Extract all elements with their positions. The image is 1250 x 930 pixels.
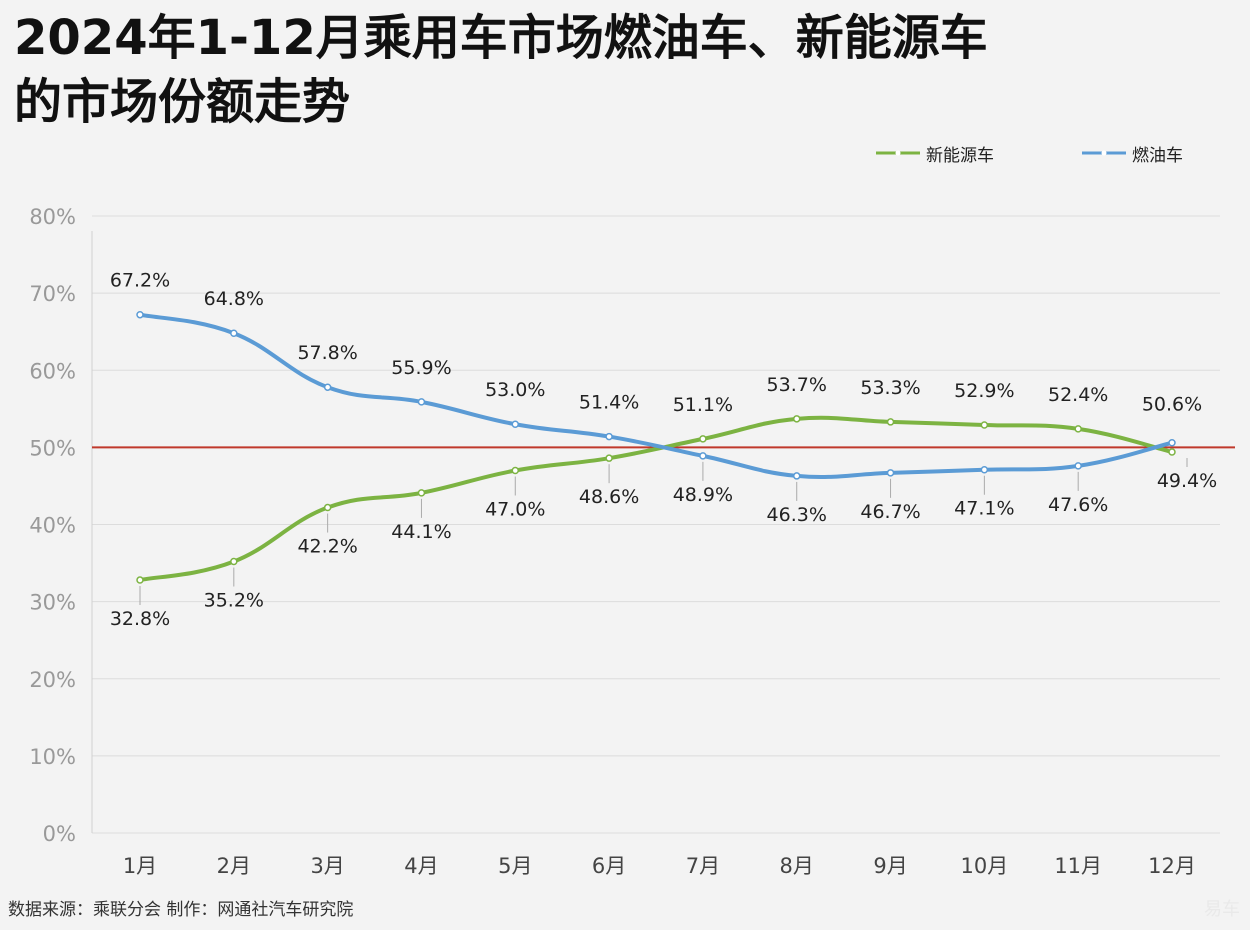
data-label-ice: 46.3%	[767, 504, 827, 526]
data-label-nev: 47.0%	[485, 499, 545, 521]
y-tick-label: 70%	[29, 282, 76, 306]
y-tick-label: 50%	[29, 436, 76, 460]
watermark: 易车	[1204, 899, 1240, 920]
data-point-nev	[230, 557, 238, 566]
y-tick-label: 10%	[29, 745, 76, 769]
data-label-nev: 32.8%	[110, 608, 170, 630]
data-label-nev: 51.1%	[673, 394, 733, 416]
data-label-nev: 35.2%	[204, 590, 264, 612]
data-point-ice	[605, 432, 613, 441]
data-point-ice	[980, 465, 989, 474]
x-tick-label: 4月	[404, 854, 438, 878]
x-tick-label: 10月	[960, 854, 1008, 878]
data-label-ice: 46.7%	[860, 501, 920, 523]
data-label-ice: 64.8%	[204, 288, 264, 310]
legend-item-nev: 新能源车	[876, 140, 994, 166]
x-tick-label: 2月	[217, 854, 251, 878]
data-point-nev	[1074, 425, 1082, 433]
y-tick-label: 60%	[29, 359, 76, 383]
data-point-nev	[136, 576, 144, 584]
data-point-ice	[792, 472, 801, 480]
y-tick-label: 80%	[29, 205, 76, 229]
data-point-nev	[886, 418, 895, 426]
data-point-ice	[136, 310, 144, 319]
x-tick-label: 7月	[686, 854, 720, 878]
data-label-ice: 47.6%	[1048, 494, 1108, 516]
x-tick-label: 11月	[1054, 854, 1102, 878]
data-point-ice	[511, 420, 520, 428]
data-point-ice	[1074, 462, 1082, 470]
data-point-ice	[886, 469, 895, 477]
data-label-nev: 42.2%	[297, 536, 357, 558]
data-label-ice: 57.8%	[297, 342, 357, 364]
data-label-ice: 48.9%	[673, 484, 733, 506]
legend-swatch-nev	[876, 150, 920, 156]
series-line-nev	[138, 415, 1174, 583]
data-point-ice	[699, 452, 707, 460]
data-point-nev	[605, 454, 613, 462]
data-point-ice	[1168, 438, 1176, 447]
y-tick-label: 20%	[29, 668, 76, 692]
data-point-ice	[417, 398, 426, 406]
x-tick-label: 1月	[123, 854, 157, 878]
legend-swatch-ice	[1082, 150, 1126, 156]
x-tick-label: 8月	[780, 854, 814, 878]
y-tick-label: 40%	[29, 514, 76, 538]
x-tick-label: 12月	[1148, 854, 1196, 878]
data-label-ice: 50.6%	[1142, 394, 1202, 416]
data-source-note: 数据来源：乘联分会 制作：网通社汽车研究院	[8, 900, 354, 920]
data-label-ice: 53.0%	[485, 379, 545, 401]
data-label-nev: 48.6%	[579, 486, 639, 508]
data-label-ice: 51.4%	[579, 392, 639, 414]
data-label-nev: 52.9%	[954, 380, 1014, 402]
x-tick-label: 9月	[873, 854, 907, 878]
x-tick-label: 5月	[498, 854, 532, 878]
data-point-ice	[230, 329, 238, 337]
data-point-nev	[417, 489, 426, 497]
legend-label-ice: 燃油车	[1132, 145, 1183, 166]
x-tick-label: 3月	[310, 854, 344, 878]
data-point-nev	[511, 466, 520, 475]
chart-title: 2024年1-12月乘用车市场燃油车、新能源车 的市场份额走势	[14, 6, 1234, 134]
data-point-nev	[323, 503, 332, 512]
data-label-nev: 53.3%	[860, 377, 920, 399]
data-label-ice: 67.2%	[110, 270, 170, 292]
chart-title-line-1: 2024年1-12月乘用车市场燃油车、新能源车	[14, 10, 988, 66]
data-point-nev	[792, 415, 801, 423]
y-tick-label: 0%	[43, 822, 76, 846]
data-label-ice: 55.9%	[391, 357, 451, 379]
data-point-nev	[699, 435, 707, 443]
data-point-ice	[323, 383, 332, 391]
legend-item-ice: 燃油车	[1082, 140, 1183, 166]
data-label-nev: 52.4%	[1048, 384, 1108, 406]
x-tick-label: 6月	[592, 854, 626, 878]
chart-title-line-2: 的市场份额走势	[14, 74, 351, 130]
data-point-nev	[980, 421, 989, 429]
legend-label-nev: 新能源车	[926, 145, 994, 166]
data-label-ice: 47.1%	[954, 498, 1014, 520]
data-label-nev: 49.4%	[1157, 470, 1217, 492]
data-label-nev: 53.7%	[767, 374, 827, 396]
data-label-nev: 44.1%	[391, 521, 451, 543]
data-point-nev	[1168, 448, 1176, 456]
series-line-ice	[138, 312, 1174, 480]
y-tick-label: 30%	[29, 591, 76, 615]
